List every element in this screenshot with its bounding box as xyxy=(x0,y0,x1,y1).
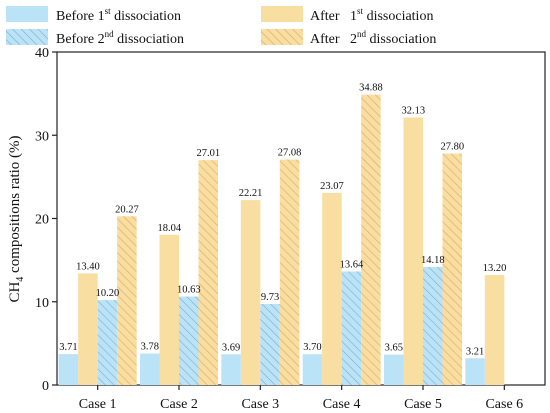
data-label: 14.18 xyxy=(421,255,445,266)
bar xyxy=(302,354,323,385)
legend-swatch-before-2nd xyxy=(6,29,48,45)
data-label: 3.69 xyxy=(222,342,240,353)
bars xyxy=(58,94,505,386)
bar xyxy=(179,296,199,385)
legend-label-after-1st: After 1st dissociation xyxy=(310,6,433,24)
bar xyxy=(198,160,218,385)
y-tick-label: 0 xyxy=(42,379,49,394)
x-tick-label: Case 3 xyxy=(241,397,279,412)
data-label: 10.20 xyxy=(96,288,120,299)
legend-item-before-1st: Before 1st dissociation xyxy=(6,6,181,24)
data-label: 10.63 xyxy=(177,285,201,296)
x-tick-label: Case 6 xyxy=(485,397,523,412)
bar xyxy=(159,234,179,385)
bar xyxy=(58,354,79,385)
bar xyxy=(361,94,381,386)
bar xyxy=(484,275,505,385)
data-label: 27.80 xyxy=(440,142,464,153)
legend-label-before-2nd: Before 2nd dissociation xyxy=(56,29,184,47)
data-label: 13.40 xyxy=(76,261,100,272)
x-tick-label: Case 2 xyxy=(160,397,198,412)
legend-swatch-after-2nd xyxy=(261,29,303,45)
bar xyxy=(465,358,485,385)
data-labels: 3.71 13.40 10.20 20.27 3.78 18.04 10.63 27.01 3.… xyxy=(59,83,506,358)
legend: Before 1st dissociation After 1st dissoc… xyxy=(6,6,436,47)
x-tick-label: Case 5 xyxy=(404,397,442,412)
data-label: 9.73 xyxy=(261,292,279,303)
bar xyxy=(279,159,300,385)
bar xyxy=(140,353,160,385)
y-tick-label: 40 xyxy=(35,46,49,61)
data-label: 3.21 xyxy=(466,346,484,357)
data-label: 23.07 xyxy=(320,181,344,192)
data-label: 18.04 xyxy=(157,223,181,234)
data-label: 20.27 xyxy=(115,204,139,215)
bar xyxy=(260,303,280,385)
y-tick-label: 20 xyxy=(35,213,49,228)
data-label: 13.64 xyxy=(340,259,364,270)
data-label: 3.78 xyxy=(141,342,159,353)
x-tick-label: Case 1 xyxy=(79,397,117,412)
axes: 0 10 20 30 40 Case 1 Case 2 Case 3 Case 4 Case 5 C… xyxy=(35,46,523,412)
legend-item-before-2nd: Before 2nd dissociation xyxy=(6,29,184,47)
bar xyxy=(341,271,362,385)
data-label: 22.21 xyxy=(239,188,263,199)
data-label: 32.13 xyxy=(401,106,425,117)
legend-swatch-after-1st xyxy=(261,6,303,22)
y-axis-label: CH4 compositions ratio (%) xyxy=(7,135,26,302)
bar xyxy=(117,216,137,385)
bar xyxy=(384,354,404,385)
bar xyxy=(322,192,342,385)
data-label: 13.20 xyxy=(483,263,507,274)
legend-item-after-1st: After 1st dissociation xyxy=(261,6,433,24)
legend-item-after-2nd: After 2nd dissociation xyxy=(261,29,436,47)
y-tick-label: 10 xyxy=(35,296,49,311)
legend-label-before-1st: Before 1st dissociation xyxy=(56,6,181,24)
data-label: 3.70 xyxy=(303,342,321,353)
data-label: 34.88 xyxy=(359,83,383,94)
bar xyxy=(97,300,118,385)
x-tick-label: Case 4 xyxy=(323,397,361,412)
legend-swatch-before-1st xyxy=(6,6,48,22)
bar xyxy=(423,266,443,385)
data-label: 27.08 xyxy=(278,148,302,159)
y-tick-label: 30 xyxy=(35,129,49,144)
bar xyxy=(442,153,462,385)
bar xyxy=(221,354,241,385)
data-label: 3.71 xyxy=(59,342,77,353)
legend-label-after-2nd: After 2nd dissociation xyxy=(310,29,436,47)
bar xyxy=(403,117,423,385)
data-label: 27.01 xyxy=(196,148,220,159)
bar xyxy=(240,200,261,385)
bar xyxy=(78,273,98,385)
data-label: 3.65 xyxy=(385,343,403,354)
